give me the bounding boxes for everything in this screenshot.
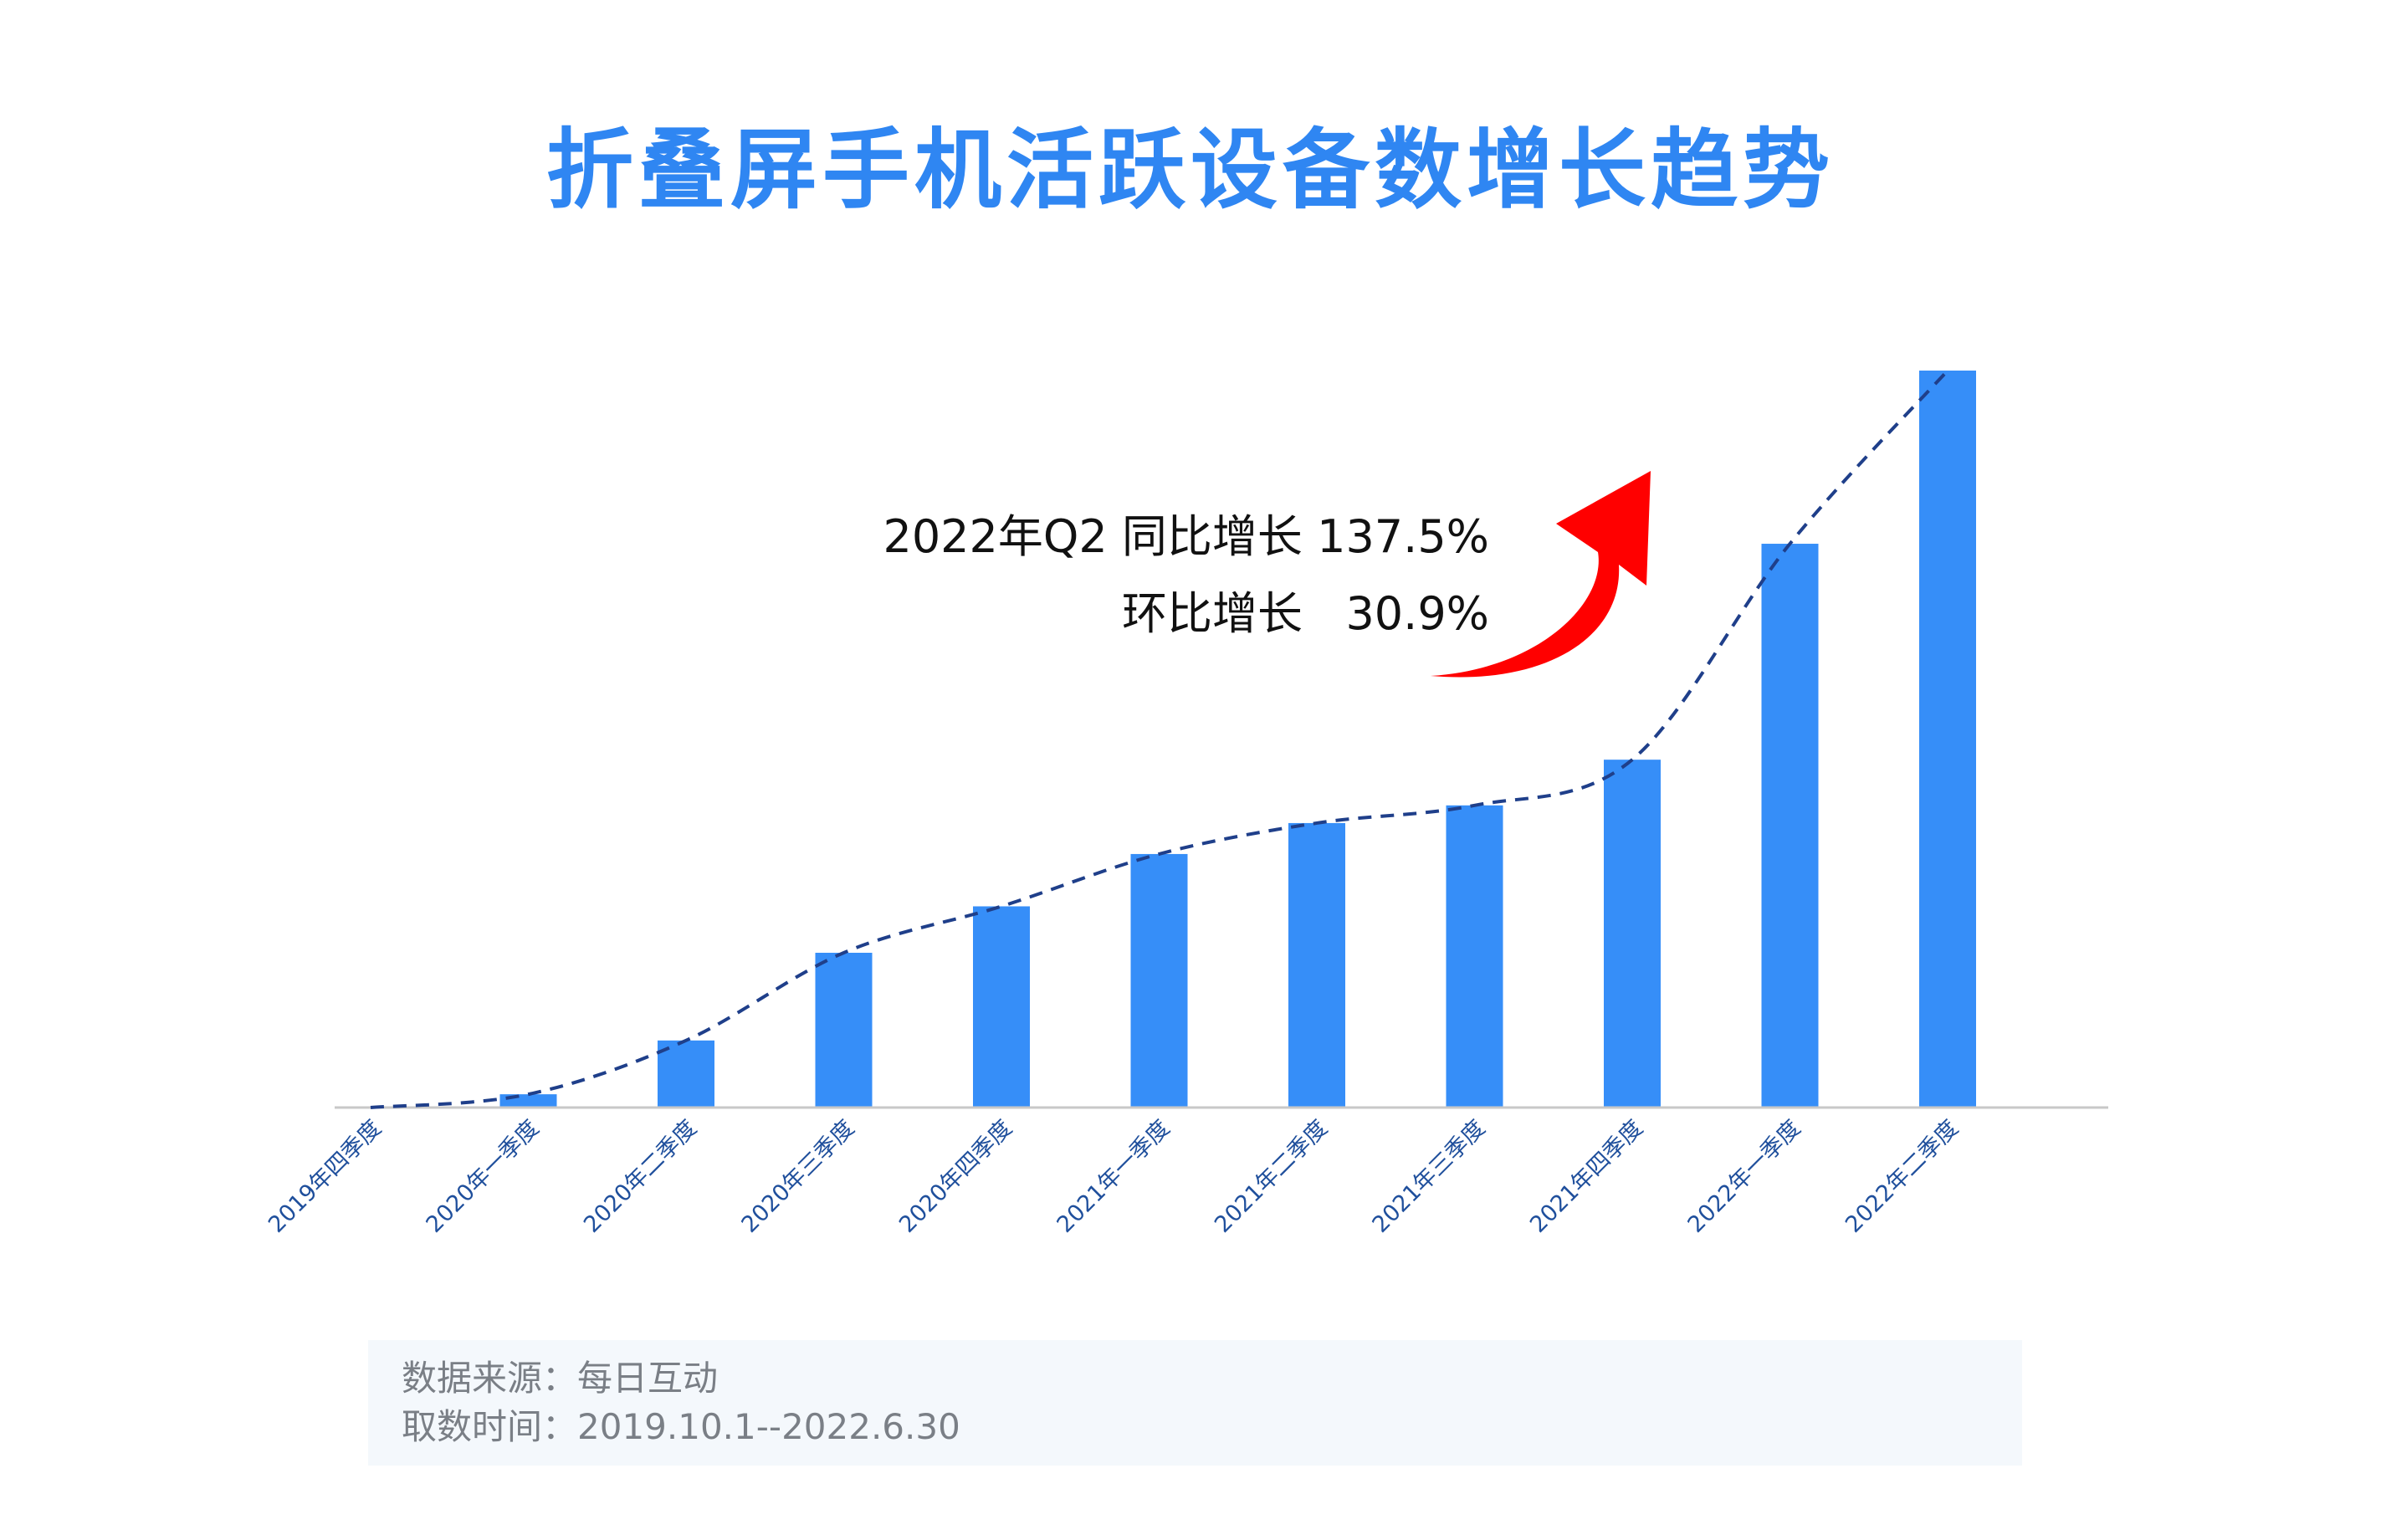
data-period-text: 取数时间：2019.10.1--2022.6.30: [402, 1406, 960, 1447]
bar-6: [1288, 822, 1345, 1108]
category-label-8: 2021年四季度: [1525, 1115, 1648, 1238]
bar-10: [1919, 371, 1976, 1108]
chart-title: 折叠屏手机活跃设备数增长趋势: [545, 119, 1835, 221]
bars-layer: [499, 371, 1976, 1108]
bar-9: [1761, 544, 1819, 1108]
category-label-4: 2020年四季度: [894, 1115, 1017, 1238]
data-source-text: 数据来源：每日互动: [402, 1358, 719, 1399]
bar-8: [1604, 760, 1661, 1108]
qoq-growth-annotation: 环比增长 30.9%: [1122, 587, 1489, 640]
bar-3: [815, 952, 873, 1108]
category-label-5: 2021年一季度: [1052, 1115, 1175, 1238]
category-label-6: 2021年二季度: [1210, 1115, 1333, 1238]
category-label-10: 2022年二季度: [1841, 1115, 1964, 1238]
yoy-growth-annotation: 2022年Q2 同比增长 137.5%: [883, 510, 1489, 563]
bar-2: [658, 1040, 714, 1108]
category-label-7: 2021年三季度: [1368, 1115, 1491, 1238]
category-label-2: 2020年二季度: [579, 1115, 702, 1238]
category-label-0: 2019年四季度: [264, 1115, 387, 1238]
category-labels: 2019年四季度 2020年一季度 2020年二季度 2020年三季度 2020年四季度…: [264, 1115, 1964, 1238]
category-label-3: 2020年三季度: [737, 1115, 860, 1238]
growth-arrow-icon: [1431, 471, 1651, 678]
bar-7: [1446, 805, 1503, 1108]
bar-4: [973, 906, 1030, 1108]
category-label-9: 2022年一季度: [1683, 1115, 1806, 1238]
bar-5: [1130, 853, 1188, 1108]
category-label-1: 2020年一季度: [422, 1115, 545, 1238]
source-note-box: 数据来源：每日互动 取数时间：2019.10.1--2022.6.30: [368, 1340, 2022, 1466]
